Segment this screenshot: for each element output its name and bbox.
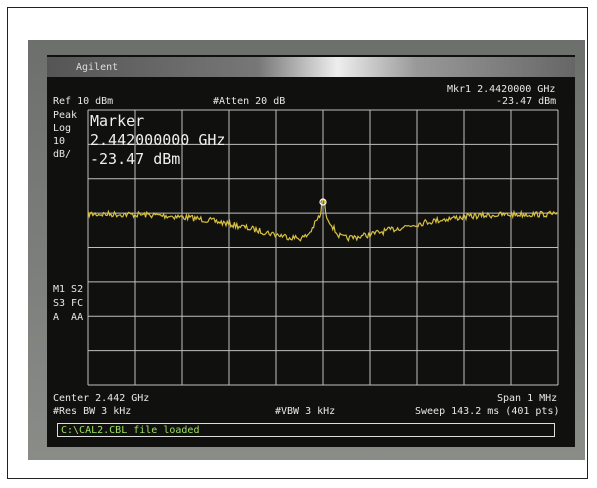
left-label: Log [53,123,72,134]
mode-label: A AA [53,312,84,323]
left-label: dB/ [53,149,72,160]
marker-point [319,198,327,206]
center: Center 2.442 GHz [53,393,150,404]
sweep: Sweep 143.2 ms (401 pts) [415,406,560,417]
left-label: Peak [53,110,78,121]
ref: Ref 10 dBm [53,96,114,107]
atten: #Atten 20 dB [213,96,286,107]
frame [7,7,588,479]
span: Span 1 MHz [497,393,558,404]
status-bar: C:\CAL2.CBL file loaded [57,423,555,437]
rbw: #Res BW 3 kHz [53,406,132,417]
mode-label: M1 S2 [53,284,84,295]
mode-label: S3 FC [53,298,84,309]
trace [87,199,558,243]
marker-level-big: -23.47 dBm [90,150,181,168]
vbw: #VBW 3 kHz [275,406,336,417]
brand-bar [47,57,575,77]
marker-freq-big: 2.442000000 GHz [90,131,226,149]
marker-level: -23.47 dBm [496,96,557,107]
marker-title: Marker [90,112,145,130]
brand: Agilent [76,62,119,73]
grid [87,109,559,386]
left-label: 10 [53,136,66,147]
marker-freq: Mkr1 2.4420000 GHz [447,84,556,95]
